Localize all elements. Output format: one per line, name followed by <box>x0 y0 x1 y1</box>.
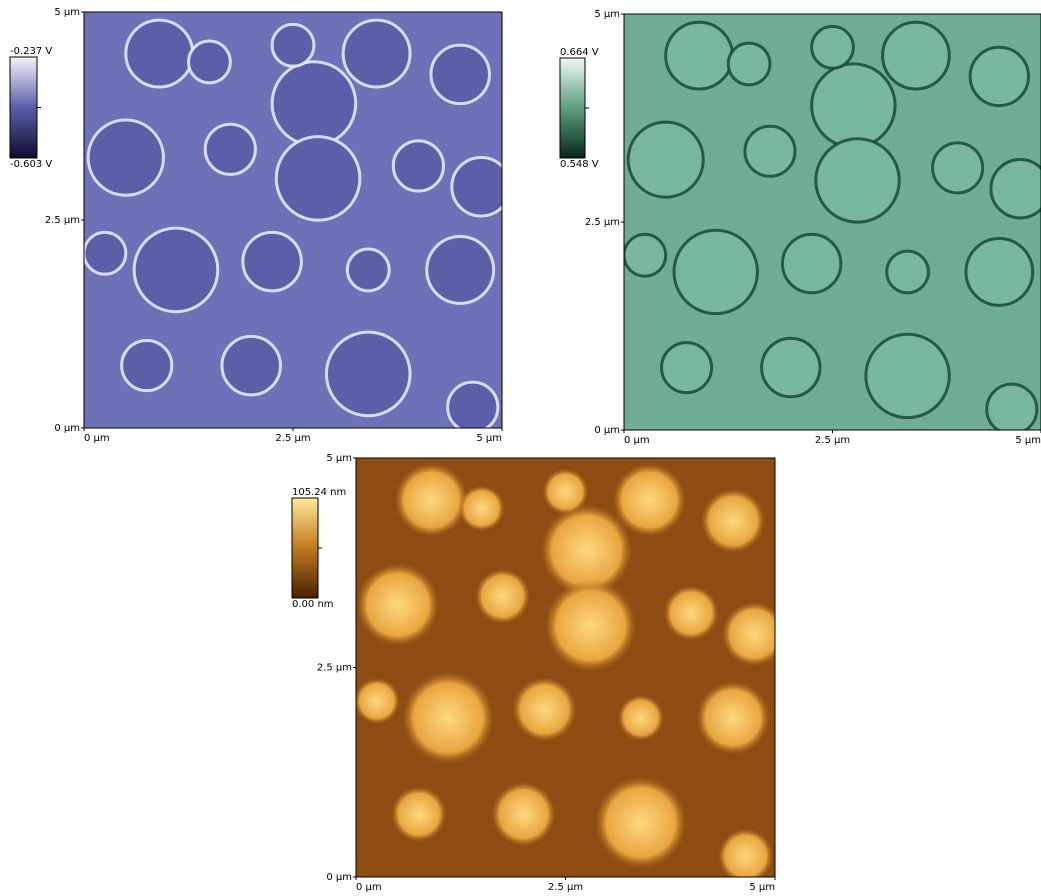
grain <box>866 334 949 417</box>
grain <box>782 234 840 292</box>
grain <box>696 681 770 755</box>
grain <box>272 62 356 146</box>
grain <box>459 485 505 531</box>
y-tick-label: 0 µm <box>326 872 352 883</box>
y-tick-label: 2.5 µm <box>585 217 620 228</box>
y-tick-label: 5 µm <box>326 453 352 464</box>
y-tick-label: 5 µm <box>594 9 620 20</box>
grain <box>243 232 302 291</box>
y-tick-label: 2.5 µm <box>317 663 352 674</box>
grain <box>722 602 787 667</box>
x-tick-label: 0 µm <box>84 433 110 444</box>
grain <box>628 122 703 197</box>
grain <box>718 828 773 883</box>
afm-image <box>354 458 786 884</box>
grain <box>84 232 126 274</box>
grain <box>662 343 712 393</box>
grain <box>122 341 172 391</box>
grain <box>402 672 494 764</box>
grain <box>356 563 439 646</box>
grain <box>933 143 983 193</box>
grain <box>595 776 687 868</box>
y-tick-label: 5 µm <box>54 7 80 18</box>
grain <box>618 695 664 741</box>
afm-image <box>84 12 510 432</box>
grain <box>666 22 733 89</box>
colorbar-min-label: -0.603 V <box>10 159 52 170</box>
colorbar <box>10 57 37 158</box>
x-tick-label: 2.5 µm <box>815 435 850 446</box>
y-tick-label: 2.5 µm <box>45 215 80 226</box>
grain <box>728 43 770 85</box>
grain <box>545 580 637 672</box>
colorbar-max-label: 105.24 nm <box>292 487 346 498</box>
colorbar <box>292 498 318 598</box>
grain <box>491 782 556 847</box>
x-tick-label: 2.5 µm <box>275 433 310 444</box>
grain <box>391 786 446 841</box>
y-tick-label: 0 µm <box>594 425 620 436</box>
grain <box>674 230 757 313</box>
grain <box>134 228 218 312</box>
grain <box>883 22 950 89</box>
grain <box>816 139 899 222</box>
colorbar-min-label: 0.548 V <box>560 159 599 170</box>
x-tick-label: 5 µm <box>1015 435 1041 446</box>
grain <box>343 20 410 87</box>
grain <box>762 338 820 396</box>
grain <box>812 26 854 68</box>
grain <box>395 463 469 537</box>
grain <box>542 468 588 514</box>
figure-canvas: 5 µm 0 µm 2.5 µm 2.5 µm 0 µm 5 µm -0.237 V -0.6… <box>0 0 1041 896</box>
grain <box>126 20 193 87</box>
grain <box>205 124 255 174</box>
grain <box>326 332 410 416</box>
colorbar-max-label: 0.664 V <box>560 47 599 58</box>
grain <box>887 251 929 293</box>
grain <box>624 234 666 276</box>
colorbar <box>560 58 585 158</box>
colorbar-min-label: 0.00 nm <box>292 599 334 610</box>
grain <box>745 126 795 176</box>
afm-image <box>624 14 1041 434</box>
grain <box>612 463 686 537</box>
x-tick-label: 5 µm <box>476 433 502 444</box>
grain <box>991 160 1041 218</box>
grain <box>987 384 1037 434</box>
grain <box>701 489 766 554</box>
y-tick-label: 0 µm <box>54 423 80 434</box>
x-tick-label: 5 µm <box>749 882 775 893</box>
grain <box>347 249 389 291</box>
grain <box>431 45 490 104</box>
grain <box>189 41 231 83</box>
grain <box>393 141 443 191</box>
afm-figure: 5 µm 0 µm 2.5 µm 2.5 µm 0 µm 5 µm -0.237 V -0.6… <box>0 0 1041 896</box>
x-tick-label: 0 µm <box>356 882 382 893</box>
grain <box>448 382 498 432</box>
grain <box>664 585 719 640</box>
grain <box>276 137 360 221</box>
grain <box>427 236 494 303</box>
colorbar-max-label: -0.237 V <box>10 46 52 57</box>
grain <box>88 120 163 195</box>
grain <box>512 677 577 742</box>
grain <box>812 64 895 147</box>
x-tick-label: 2.5 µm <box>548 882 583 893</box>
grain <box>272 24 314 66</box>
grain <box>222 336 281 395</box>
x-tick-label: 0 µm <box>624 435 650 446</box>
grain <box>354 678 400 724</box>
grain <box>970 47 1028 105</box>
grain <box>475 569 530 624</box>
grain <box>966 239 1033 306</box>
